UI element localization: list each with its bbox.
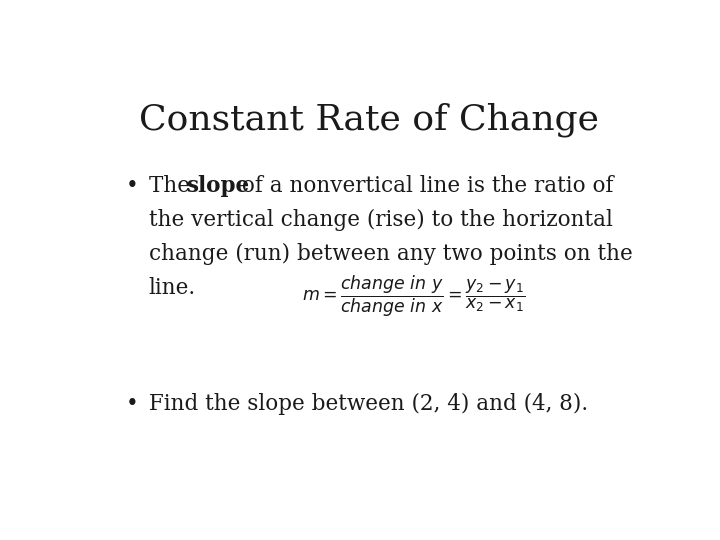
Text: change (run) between any two points on the: change (run) between any two points on t…	[148, 243, 632, 265]
Text: $m = \dfrac{\mathit{change\ in\ y}}{\mathit{change\ in\ x}} = \dfrac{y_2 - y_1}{: $m = \dfrac{\mathit{change\ in\ y}}{\mat…	[302, 273, 526, 319]
Text: of a nonvertical line is the ratio of: of a nonvertical line is the ratio of	[235, 175, 613, 197]
Text: •: •	[125, 393, 138, 415]
Text: slope: slope	[186, 175, 249, 197]
Text: The: The	[148, 175, 197, 197]
Text: Constant Rate of Change: Constant Rate of Change	[139, 102, 599, 137]
Text: line.: line.	[148, 277, 196, 299]
Text: Find the slope between (2, 4) and (4, 8).: Find the slope between (2, 4) and (4, 8)…	[148, 393, 588, 415]
Text: •: •	[125, 175, 138, 197]
Text: the vertical change (rise) to the horizontal: the vertical change (rise) to the horizo…	[148, 209, 613, 231]
